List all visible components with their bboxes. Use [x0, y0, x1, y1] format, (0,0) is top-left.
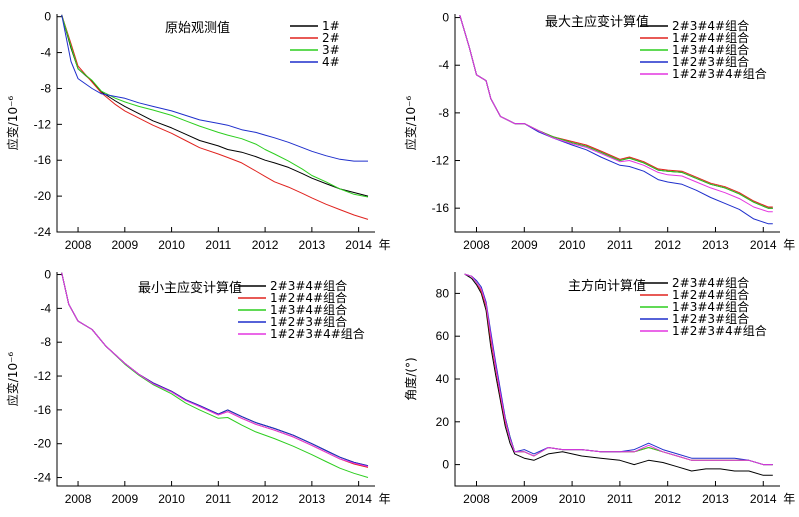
- legend-label: 1#: [322, 19, 340, 33]
- y-tick-label: -16: [34, 153, 52, 167]
- legend-label: 2#3#4#组合: [672, 18, 749, 33]
- series-line-4: [61, 14, 368, 162]
- series-line-2: [61, 14, 369, 220]
- chart-title: 最大主应变计算值: [545, 14, 649, 30]
- x-tick-label: 2010: [158, 492, 185, 506]
- y-tick-label: -4: [40, 46, 51, 60]
- axes-frame: [56, 272, 375, 487]
- legend-label: 3#: [322, 43, 340, 57]
- legend-label: 1#2#3#4#组合: [270, 326, 365, 341]
- x-tick-label: 2010: [158, 238, 185, 252]
- x-tick-label: 2010: [559, 492, 586, 506]
- legend-label: 1#2#4#组合: [672, 287, 749, 302]
- legend-label: 2#: [322, 31, 340, 45]
- y-tick-label: -24: [34, 471, 52, 485]
- y-tick-label: -16: [34, 403, 52, 417]
- y-tick-label: -20: [34, 189, 52, 203]
- x-tick-label: 2012: [252, 238, 279, 252]
- x-tick-label: 2013: [299, 492, 326, 506]
- x-tick-label: 2009: [111, 238, 138, 252]
- legend-label: 4#: [322, 55, 340, 69]
- y-tick-label: -4: [40, 301, 51, 315]
- legend-label: 1#2#3#组合: [672, 311, 749, 326]
- x-tick-label: 2011: [607, 238, 633, 252]
- legend-label: 1#2#3#4#组合: [672, 323, 767, 338]
- x-tick-label: 2013: [702, 238, 729, 252]
- series-line-5: [464, 273, 773, 466]
- legend-label: 1#3#4#组合: [672, 299, 749, 314]
- y-tick-label: -24: [34, 225, 52, 239]
- x-tick-label: 2014: [750, 238, 777, 252]
- series-line-5: [61, 272, 369, 467]
- legend-label: 1#3#4#组合: [270, 302, 347, 317]
- chart-panel-3: 2008 2009 2010 2011 2012 2013 2014 年 0 -4 -8 -12 -16…: [5, 268, 391, 506]
- y-tick-label: -8: [40, 335, 51, 349]
- x-tick-label: 2008: [463, 238, 490, 252]
- y-tick-label: -20: [34, 437, 52, 451]
- x-tick-label: 2013: [299, 238, 326, 252]
- x-tick-label: 2011: [607, 492, 633, 506]
- y-tick-label: 0: [442, 11, 449, 25]
- y-tick-label: 0: [442, 458, 449, 472]
- axes-frame: [454, 272, 780, 487]
- legend-label: 2#3#4#组合: [672, 275, 749, 290]
- y-tick-label: 20: [436, 415, 450, 429]
- chart-title: 最小主应变计算值: [138, 280, 242, 296]
- y-tick-label: 60: [436, 329, 450, 343]
- y-axis-label: 应变/10⁻⁶: [5, 96, 20, 151]
- x-tick-label: 2008: [65, 238, 92, 252]
- legend-label: 1#2#3#组合: [672, 54, 749, 69]
- series-line-1: [464, 273, 773, 476]
- legend-label: 1#2#3#4#组合: [672, 66, 767, 81]
- axes-frame: [454, 14, 780, 233]
- chart-panel-2: 2008 2009 2010 2011 2012 2013 2014 年 0 -4 -8 -12 -16…: [403, 11, 795, 252]
- y-axis-label: 角度/(°): [403, 357, 418, 400]
- x-axis-unit: 年: [783, 238, 795, 252]
- y-tick-label: -8: [40, 81, 51, 95]
- legend-label: 1#2#4#组合: [270, 290, 347, 305]
- y-axis-label: 应变/10⁻⁶: [5, 352, 20, 407]
- x-tick-label: 2011: [205, 492, 231, 506]
- x-tick-label: 2014: [345, 492, 372, 506]
- x-axis-unit: 年: [379, 238, 391, 252]
- y-tick-label: -16: [432, 201, 450, 215]
- y-tick-label: -12: [432, 154, 450, 168]
- y-tick-label: -4: [438, 58, 449, 72]
- y-tick-label: 0: [44, 268, 51, 282]
- y-tick-label: -12: [34, 369, 52, 383]
- x-tick-label: 2008: [463, 492, 490, 506]
- series-line-3: [61, 14, 369, 198]
- x-tick-label: 2009: [511, 238, 538, 252]
- x-tick-label: 2009: [511, 492, 538, 506]
- series-line-5: [459, 15, 773, 213]
- x-tick-label: 2009: [111, 492, 138, 506]
- x-tick-label: 2012: [654, 238, 681, 252]
- legend-label: 1#2#3#组合: [270, 314, 347, 329]
- x-tick-label: 2012: [654, 492, 681, 506]
- series-line-1: [61, 14, 369, 197]
- legend-label: 1#2#4#组合: [672, 30, 749, 45]
- y-axis-label: 应变/10⁻⁶: [403, 96, 418, 151]
- legend-label: 2#3#4#组合: [270, 278, 347, 293]
- chart-panel-4: 2008 2009 2010 2011 2012 2013 2014 年 80 60 40 20 0 角度…: [403, 272, 795, 506]
- chart-title: 原始观测值: [165, 20, 230, 36]
- x-tick-label: 2014: [750, 492, 777, 506]
- x-tick-label: 2011: [205, 238, 231, 252]
- x-tick-label: 2013: [702, 492, 729, 506]
- y-tick-label: -12: [34, 117, 52, 131]
- x-tick-label: 2008: [65, 492, 92, 506]
- x-tick-label: 2014: [345, 238, 372, 252]
- y-tick-label: 40: [436, 372, 450, 386]
- y-tick-label: 0: [44, 10, 51, 24]
- y-tick-label: 80: [436, 286, 450, 300]
- chart-title: 主方向计算值: [568, 278, 646, 294]
- chart-panel-1: 2008 2009 2010 2011 2012 2013 2014 年 0 -4 -8 -12 -16…: [5, 10, 391, 252]
- x-tick-label: 2012: [252, 492, 279, 506]
- legend-label: 1#3#4#组合: [672, 42, 749, 57]
- x-tick-label: 2010: [559, 238, 586, 252]
- x-axis-unit: 年: [783, 492, 795, 506]
- y-tick-label: -8: [438, 106, 449, 120]
- x-axis-unit: 年: [379, 492, 391, 506]
